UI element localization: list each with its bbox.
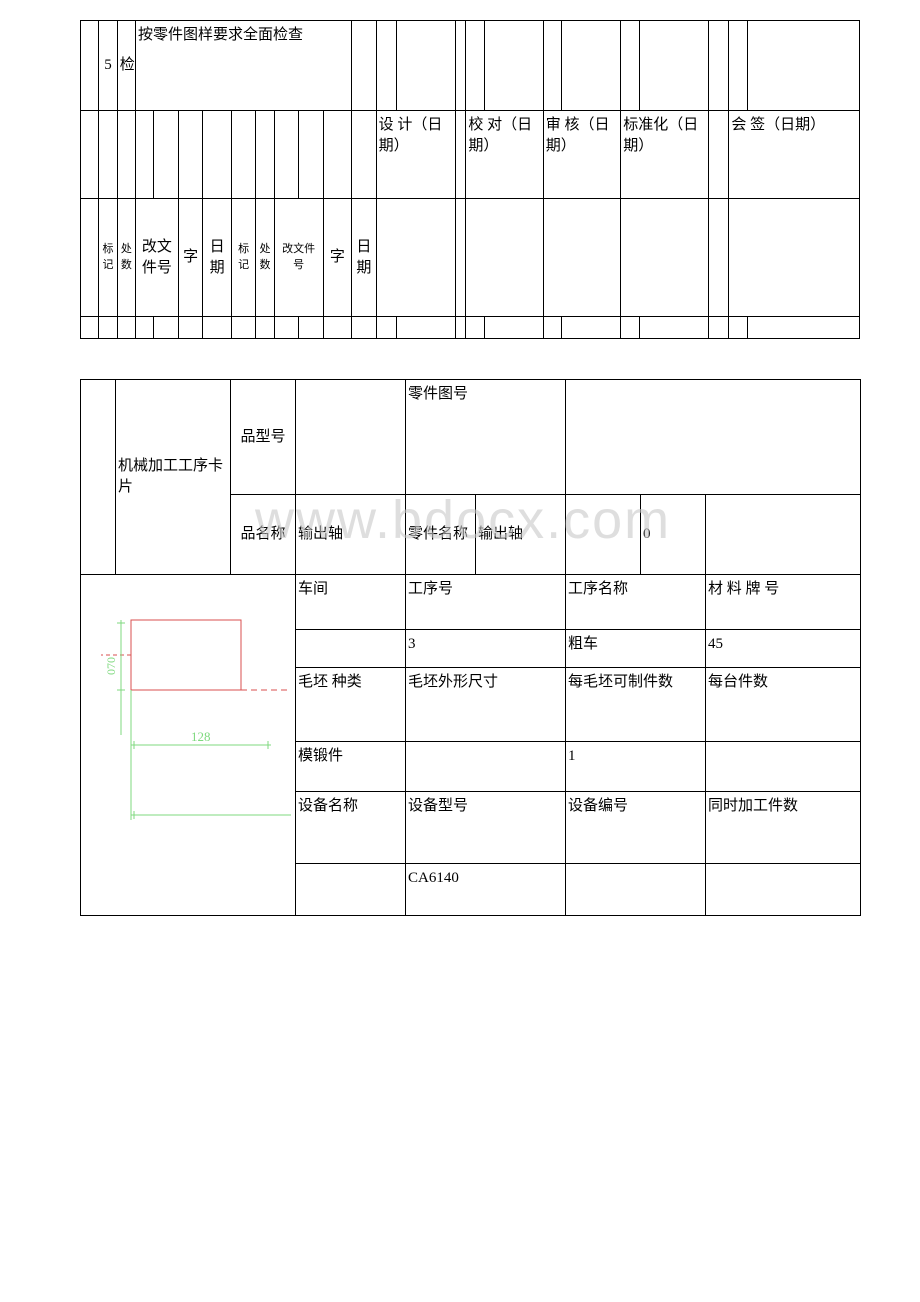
workshop-label: 车间 bbox=[296, 575, 406, 630]
change-doc-label-2: 改文件号 bbox=[274, 199, 323, 317]
step-number: 5 bbox=[99, 21, 117, 111]
material-label: 材 料 牌 号 bbox=[706, 575, 861, 630]
count-value: 0 bbox=[641, 495, 706, 575]
grid-row1: 070 128 车间 工序号 工序名称 材 料 牌 号 bbox=[81, 575, 861, 630]
process-table-top: 5 检 按零件图样要求全面检查 设 计（日期） 校 对（日期） 审 核（日期） … bbox=[80, 20, 860, 339]
sign-label: 字 bbox=[178, 199, 202, 317]
revision-row: 标记 处数 改文件号 字 日期 标记 处数 改文件号 字 日期 bbox=[81, 199, 860, 317]
date-label-2: 日期 bbox=[352, 199, 376, 317]
diagram-svg: 070 128 bbox=[91, 585, 291, 885]
part-name-label: 零件名称 bbox=[406, 495, 476, 575]
design-date-label: 设 计（日期） bbox=[376, 111, 456, 199]
product-name-label: 品名称 bbox=[231, 495, 296, 575]
equip-num-label: 设备编号 bbox=[566, 792, 706, 864]
count-label-2: 处数 bbox=[256, 199, 274, 317]
check-date-label: 校 对（日期） bbox=[466, 111, 543, 199]
dim-vertical: 070 bbox=[104, 657, 118, 675]
cosign-date-label: 会 签（日期） bbox=[729, 111, 860, 199]
equip-name-label: 设备名称 bbox=[296, 792, 406, 864]
per-unit-label: 每台件数 bbox=[706, 668, 861, 742]
sign-label-2: 字 bbox=[323, 199, 352, 317]
blank-type-value: 模锻件 bbox=[296, 742, 406, 792]
mark-label: 标记 bbox=[99, 199, 117, 317]
standard-date-label: 标准化（日期） bbox=[621, 111, 709, 199]
workshop-value bbox=[296, 630, 406, 668]
blank-count-value: 1 bbox=[566, 742, 706, 792]
review-date-label: 审 核（日期） bbox=[543, 111, 620, 199]
inspection-row: 5 检 按零件图样要求全面检查 bbox=[81, 21, 860, 111]
blank-count-label: 每毛坯可制件数 bbox=[566, 668, 706, 742]
card-title: 机械加工工序卡片 bbox=[116, 380, 231, 575]
part-drawing-label: 零件图号 bbox=[406, 380, 566, 495]
step-type: 检 bbox=[117, 21, 135, 111]
part-name-value: 输出轴 bbox=[476, 495, 566, 575]
blank-type-label: 毛坯 种类 bbox=[296, 668, 406, 742]
process-name-value: 粗车 bbox=[566, 630, 706, 668]
product-model-label: 品型号 bbox=[231, 380, 296, 495]
mark-label-2: 标记 bbox=[231, 199, 255, 317]
bottom-strip bbox=[81, 317, 860, 339]
material-value: 45 bbox=[706, 630, 861, 668]
simul-count-value bbox=[706, 864, 861, 916]
card-header-row1: 机械加工工序卡片 品型号 零件图号 bbox=[81, 380, 861, 495]
step-desc: 按零件图样要求全面检查 bbox=[136, 21, 352, 111]
equip-name-value bbox=[296, 864, 406, 916]
process-num-label: 工序号 bbox=[406, 575, 566, 630]
equip-model-value: CA6140 bbox=[406, 864, 566, 916]
equip-model-label: 设备型号 bbox=[406, 792, 566, 864]
equip-num-value bbox=[566, 864, 706, 916]
product-name-value: 输出轴 bbox=[296, 495, 406, 575]
change-doc-label: 改文件号 bbox=[136, 199, 179, 317]
process-num-value: 3 bbox=[406, 630, 566, 668]
blank-size-value bbox=[406, 742, 566, 792]
count-label: 处数 bbox=[117, 199, 135, 317]
date-label: 日期 bbox=[203, 199, 232, 317]
per-unit-value bbox=[706, 742, 861, 792]
simul-count-label: 同时加工件数 bbox=[706, 792, 861, 864]
dim-horizontal: 128 bbox=[191, 729, 211, 744]
signature-row: 设 计（日期） 校 对（日期） 审 核（日期） 标准化（日期） 会 签（日期） bbox=[81, 111, 860, 199]
blank-size-label: 毛坯外形尺寸 bbox=[406, 668, 566, 742]
process-name-label: 工序名称 bbox=[566, 575, 706, 630]
process-card-table: 机械加工工序卡片 品型号 零件图号 品名称 输出轴 零件名称 输出轴 0 bbox=[80, 379, 861, 916]
